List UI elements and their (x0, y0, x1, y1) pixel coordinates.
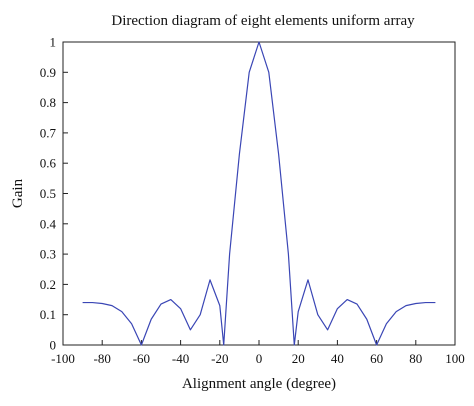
x-tick-label: -20 (211, 351, 228, 366)
y-tick-label: 0.8 (40, 95, 56, 110)
y-tick-label: 0.1 (40, 307, 56, 322)
y-tick-label: 0.6 (40, 156, 57, 171)
x-tick-label: 60 (370, 351, 383, 366)
y-tick-label: 0.5 (40, 186, 56, 201)
y-axis-label: Gain (10, 178, 26, 208)
y-tick-label: 0.7 (40, 125, 57, 140)
plot-frame (62, 41, 456, 346)
series-line-0 (82, 41, 436, 346)
y-tick-label: 1 (50, 35, 57, 50)
ticks-layer: -100 -80 -60 -40 -20 0 20 40 60 80 100 0 0.1 0.2 0.3 0.… (40, 35, 465, 367)
x-tick-label: -60 (133, 351, 150, 366)
y-tick-label: 0.2 (40, 277, 56, 292)
chart-title: Direction diagram of eight elements unif… (111, 13, 415, 29)
x-tick-label: -40 (172, 351, 189, 366)
y-tick-label: 0.4 (40, 216, 57, 231)
y-tick-label: 0.3 (40, 247, 56, 262)
x-tick-label: -80 (94, 351, 111, 366)
x-tick-label: -100 (51, 351, 75, 366)
x-tick-label: 80 (409, 351, 422, 366)
y-tick-label: 0 (50, 338, 57, 353)
y-tick-label: 0.9 (40, 65, 56, 80)
x-tick-label: 0 (256, 351, 263, 366)
x-tick-label: 40 (331, 351, 344, 366)
x-axis-label: Alignment angle (degree) (182, 376, 336, 392)
x-tick-label: 20 (292, 351, 305, 366)
x-tick-label: 100 (445, 351, 465, 366)
series-layer (82, 41, 436, 346)
